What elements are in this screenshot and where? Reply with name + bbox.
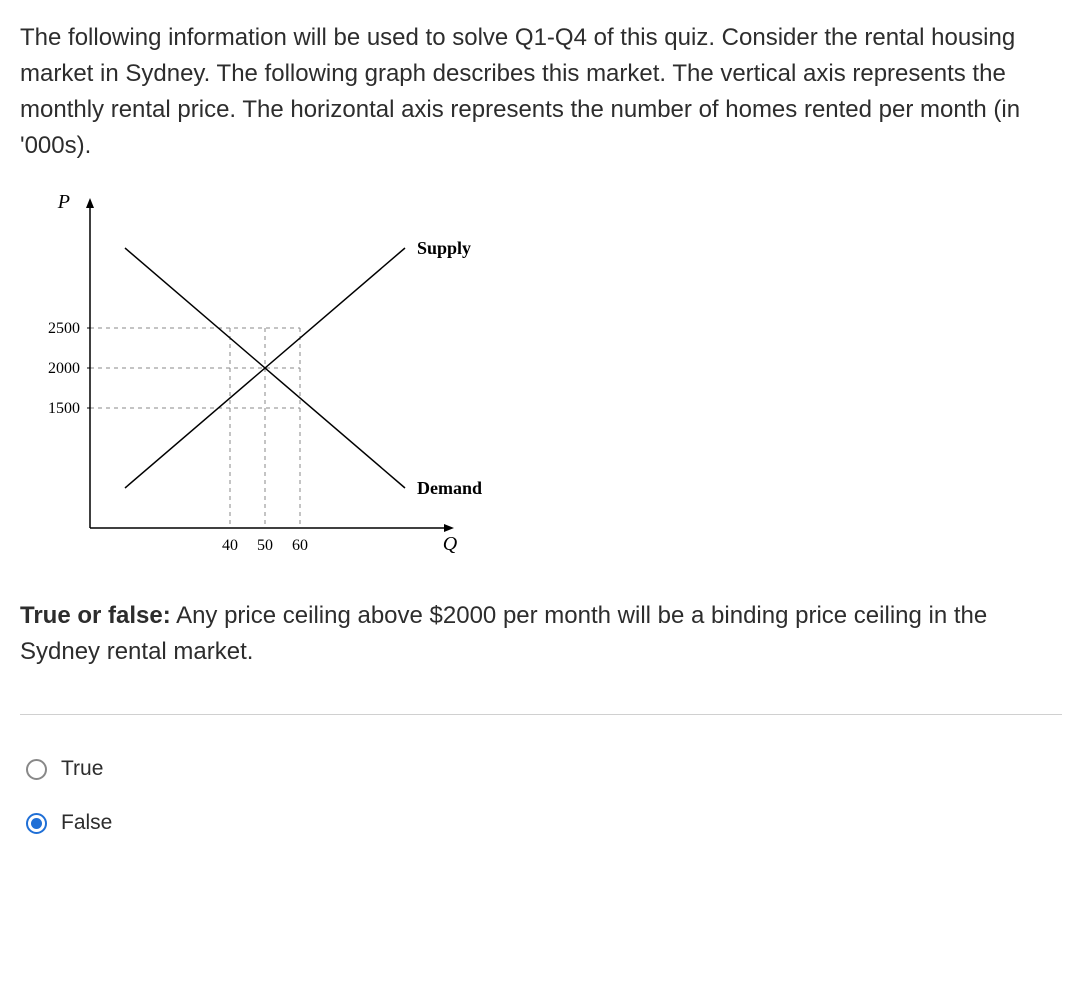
options-group: True False [20, 745, 1062, 853]
svg-text:Demand: Demand [417, 478, 482, 498]
question-intro-text: The following information will be used t… [20, 20, 1062, 164]
radio-false[interactable] [26, 813, 47, 834]
svg-text:P: P [57, 191, 70, 213]
svg-text:40: 40 [222, 537, 238, 554]
options-divider [20, 714, 1062, 715]
chart-svg: 1500 2000 2500 40 50 60 P Q Supply Demand [20, 188, 560, 568]
option-false[interactable]: False [20, 799, 1062, 853]
prompt-bold: True or false: [20, 602, 171, 629]
svg-text:Supply: Supply [417, 238, 471, 258]
option-false-label: False [61, 811, 112, 835]
supply-demand-chart: 1500 2000 2500 40 50 60 P Q Supply Demand [20, 188, 1062, 568]
question-prompt: True or false: Any price ceiling above $… [20, 598, 1062, 670]
radio-true[interactable] [26, 759, 47, 780]
svg-text:Q: Q [443, 533, 458, 555]
svg-text:2500: 2500 [48, 320, 80, 337]
svg-text:2000: 2000 [48, 360, 80, 377]
svg-text:60: 60 [292, 537, 308, 554]
option-true-label: True [61, 757, 103, 781]
svg-text:1500: 1500 [48, 400, 80, 417]
option-true[interactable]: True [20, 745, 1062, 799]
svg-text:50: 50 [257, 537, 273, 554]
